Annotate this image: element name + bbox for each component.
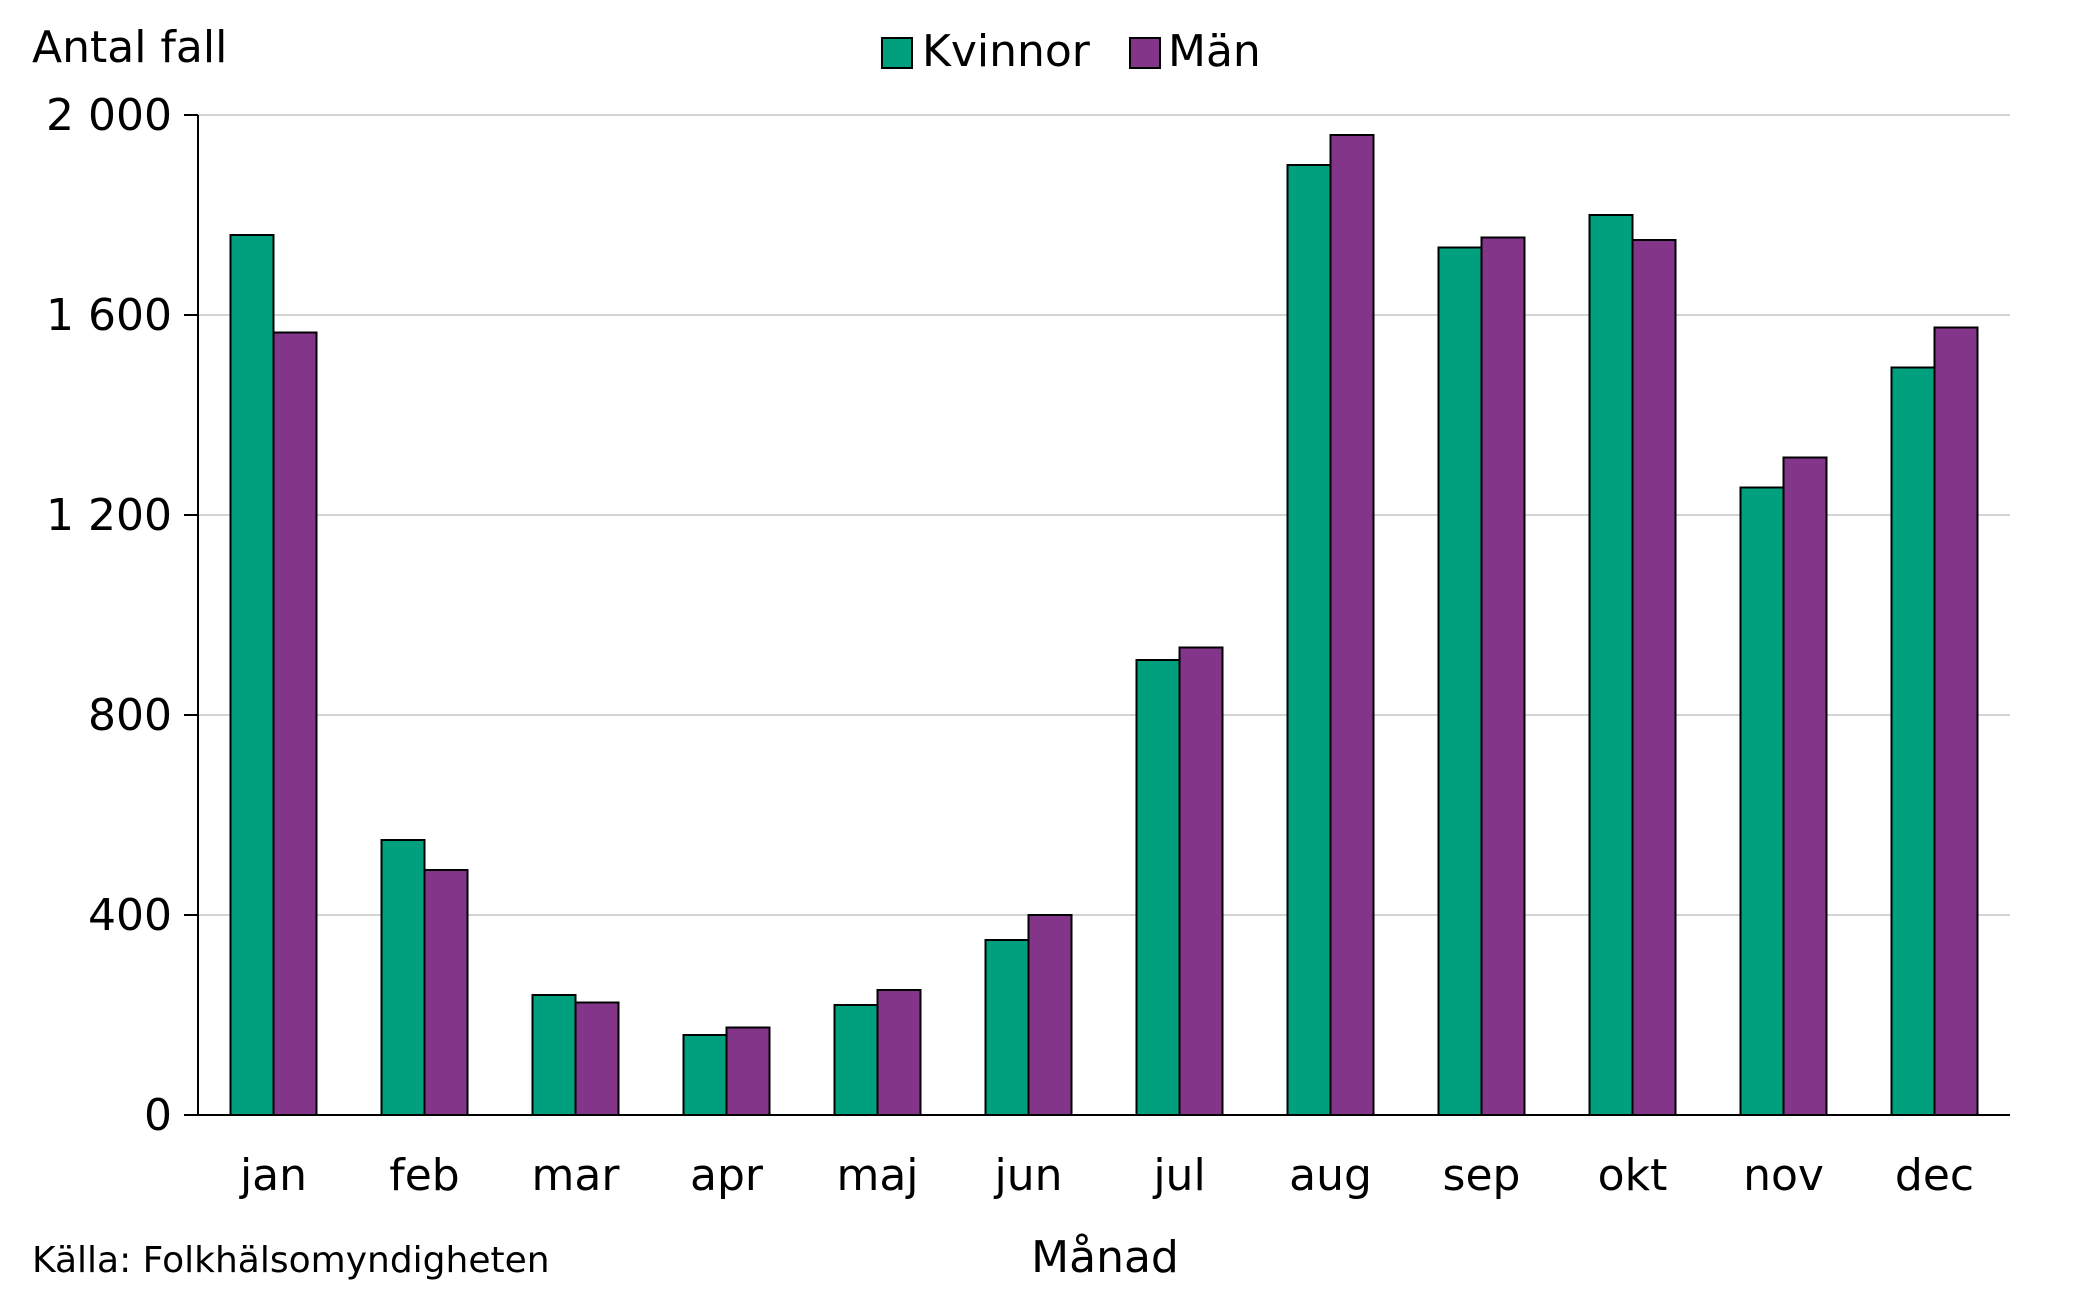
- legend-label: Kvinnor: [922, 26, 1091, 77]
- axes: [184, 114, 2010, 1116]
- x-tick-label: okt: [1598, 1150, 1668, 1201]
- x-tick-label: jul: [1152, 1150, 1205, 1201]
- bar-kvinnor-apr: [682, 1034, 728, 1116]
- bar-kvinnor-sep: [1437, 246, 1483, 1116]
- y-tick-label: 1 600: [46, 290, 172, 341]
- x-tick-label: sep: [1443, 1150, 1521, 1201]
- x-tick-label: nov: [1743, 1150, 1824, 1201]
- legend-swatch: [881, 37, 913, 69]
- bar-kvinnor-jun: [984, 939, 1030, 1116]
- bar-kvinnor-jul: [1135, 659, 1181, 1116]
- bar-man-maj: [876, 989, 922, 1116]
- bar-kvinnor-aug: [1286, 164, 1332, 1116]
- bar-kvinnor-jan: [229, 234, 275, 1116]
- x-tick-label: jun: [994, 1150, 1063, 1201]
- y-tick-label: 0: [144, 1090, 172, 1141]
- legend-label: Män: [1168, 26, 1261, 77]
- legend: Kvinnor Män: [881, 26, 1261, 77]
- y-tick-label: 400: [88, 890, 172, 941]
- bar-man-aug: [1329, 134, 1375, 1116]
- y-tick-label: 800: [88, 690, 172, 741]
- bar-kvinnor-mar: [531, 994, 577, 1116]
- bar-man-jan: [272, 331, 318, 1116]
- bar-kvinnor-dec: [1890, 366, 1936, 1116]
- x-tick-label: dec: [1895, 1150, 1974, 1201]
- bar-man-mar: [574, 1001, 620, 1116]
- x-axis-title: Månad: [1031, 1232, 1179, 1283]
- x-tick-label: jan: [239, 1150, 307, 1201]
- x-tick-label: maj: [836, 1150, 918, 1201]
- y-tick-labels: 0 400 800 1 200 1 600 2 000: [46, 90, 172, 1141]
- gridlines: [198, 114, 2010, 916]
- bar-kvinnor-okt: [1588, 214, 1634, 1116]
- bar-man-sep: [1480, 236, 1526, 1116]
- bar-man-dec: [1933, 326, 1979, 1116]
- bar-man-apr: [725, 1026, 771, 1116]
- x-tick-label: aug: [1289, 1150, 1372, 1201]
- bar-kvinnor-feb: [380, 839, 426, 1116]
- bar-man-feb: [423, 869, 469, 1116]
- x-tick-label: mar: [532, 1150, 621, 1201]
- x-tick-label: feb: [389, 1150, 460, 1201]
- bar-man-jun: [1027, 914, 1073, 1116]
- bar-kvinnor-maj: [833, 1004, 879, 1116]
- legend-swatch: [1129, 37, 1161, 69]
- y-axis-title: Antal fall: [32, 22, 227, 73]
- source-note: Källa: Folkhälsomyndigheten: [32, 1240, 550, 1281]
- bar-man-okt: [1631, 239, 1677, 1116]
- x-tick-label: apr: [690, 1150, 764, 1201]
- bars: [229, 134, 1979, 1116]
- bar-man-jul: [1178, 646, 1224, 1116]
- x-category-labels: jan feb mar apr maj jun jul aug sep okt nov dec: [239, 1150, 1974, 1201]
- y-tick-label: 1 200: [46, 490, 172, 541]
- bar-man-nov: [1782, 456, 1828, 1116]
- bar-kvinnor-nov: [1739, 486, 1785, 1116]
- y-tick-label: 2 000: [46, 90, 172, 141]
